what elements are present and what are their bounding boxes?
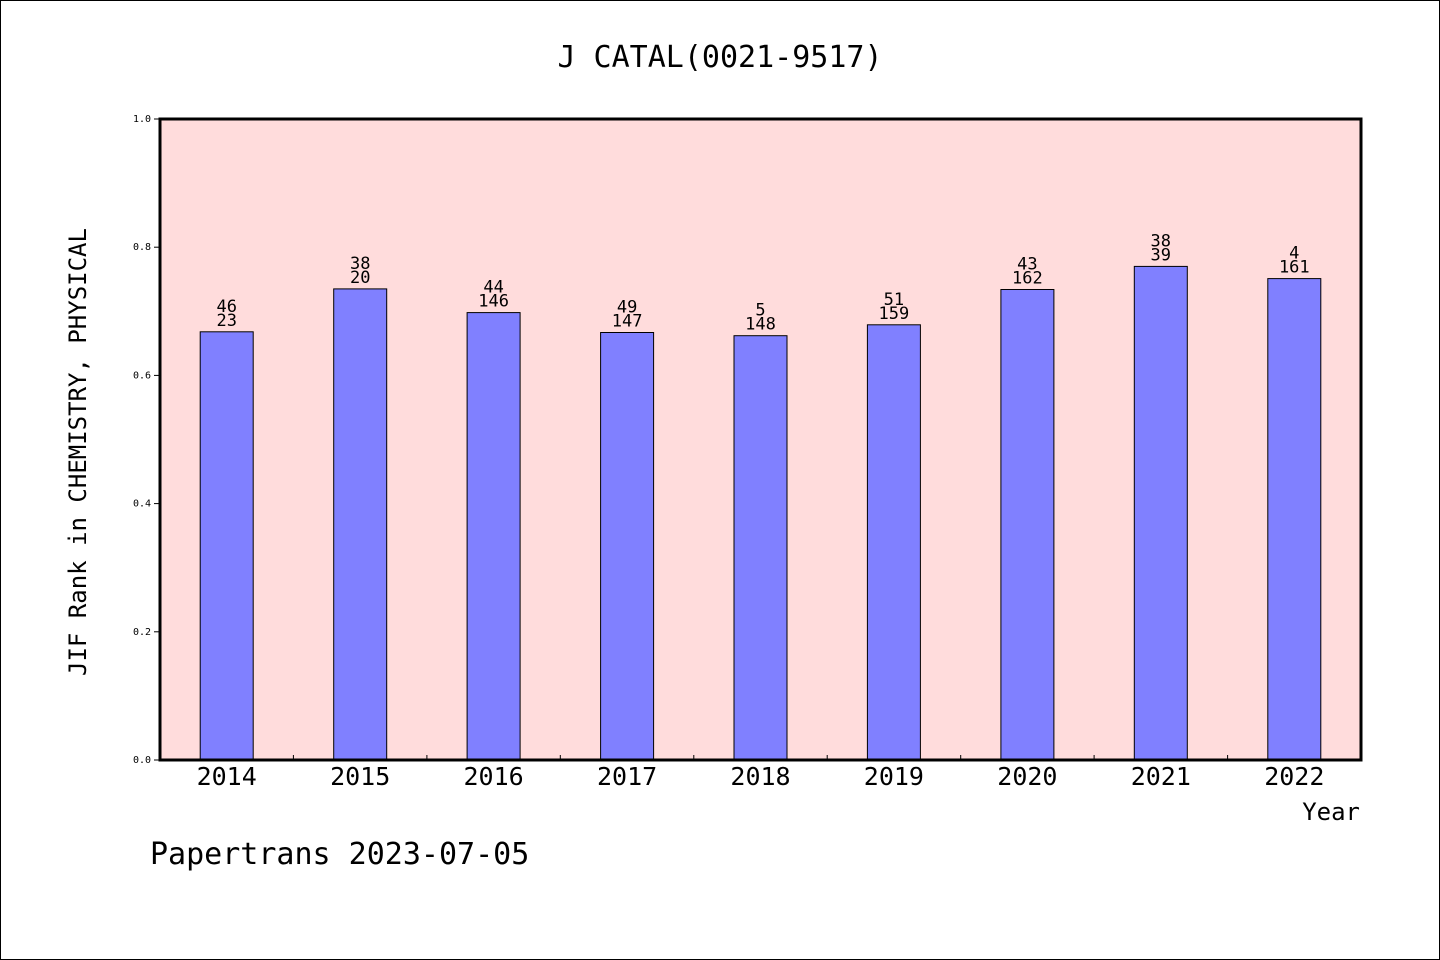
bar-2015 bbox=[333, 288, 388, 761]
bar-label-top-2018: 5 bbox=[755, 301, 765, 321]
y-tick-label: 1.0 bbox=[133, 114, 151, 125]
bar-2017 bbox=[600, 332, 655, 761]
bar-label-bottom-2014: 23 bbox=[216, 311, 236, 331]
y-tick-label: 0.0 bbox=[133, 755, 151, 766]
plot-border bbox=[158, 117, 1363, 762]
bar-label-bottom-2019: 159 bbox=[879, 304, 910, 324]
bar-label-top-2022: 4 bbox=[1289, 244, 1299, 264]
x-tick-label-2022: 2022 bbox=[1264, 762, 1324, 791]
bar-label-top-2019: 51 bbox=[884, 290, 904, 310]
x-tick-label-2017: 2017 bbox=[597, 762, 657, 791]
bars-group bbox=[199, 265, 1322, 761]
bar-label-top-2016: 44 bbox=[483, 278, 503, 298]
bar-2019 bbox=[866, 324, 921, 761]
x-tick-label-2018: 2018 bbox=[730, 762, 790, 791]
y-axis-label: JIF Rank in CHEMISTRY, PHYSICAL bbox=[64, 228, 92, 676]
bar-2016 bbox=[466, 312, 521, 761]
y-tick-label: 0.4 bbox=[133, 499, 151, 510]
y-tick-label: 0.6 bbox=[133, 370, 151, 381]
bar-2020 bbox=[1000, 289, 1055, 761]
bar-label-top-2015: 38 bbox=[350, 254, 370, 274]
bar-2014 bbox=[199, 331, 254, 761]
bar-label-bottom-2021: 39 bbox=[1151, 245, 1171, 265]
bar-label-top-2020: 43 bbox=[1017, 255, 1037, 275]
x-axis-ticks: 2014 2015 2016 2017 2018 2019 2020 2021 2022 bbox=[197, 755, 1324, 791]
bar-2021 bbox=[1133, 265, 1188, 761]
bar-label-top-2021: 38 bbox=[1151, 231, 1171, 251]
chart-title: J CATAL(0021-9517) bbox=[557, 40, 882, 75]
bar-label-bottom-2022: 161 bbox=[1279, 258, 1310, 278]
y-tick-label: 0.8 bbox=[133, 242, 151, 253]
y-axis-ticks: 0.0 0.2 0.4 0.6 0.8 1.0 bbox=[133, 114, 160, 766]
bar-label-bottom-2020: 162 bbox=[1012, 269, 1043, 289]
bar-label-top-2014: 46 bbox=[216, 297, 236, 317]
y-tick-label: 0.2 bbox=[133, 627, 151, 638]
x-axis-label: Year bbox=[1302, 798, 1360, 826]
bar-label-bottom-2015: 20 bbox=[350, 268, 370, 288]
x-tick-label-2021: 2021 bbox=[1131, 762, 1191, 791]
x-tick-label-2014: 2014 bbox=[197, 762, 257, 791]
bar-2018 bbox=[733, 335, 788, 761]
bar-label-bottom-2017: 147 bbox=[612, 312, 643, 332]
bar-label-bottom-2018: 148 bbox=[745, 315, 776, 335]
x-tick-label-2019: 2019 bbox=[864, 762, 924, 791]
bar-label-bottom-2016: 146 bbox=[478, 292, 509, 312]
x-tick-label-2016: 2016 bbox=[463, 762, 523, 791]
x-tick-label-2020: 2020 bbox=[997, 762, 1057, 791]
x-tick-label-2015: 2015 bbox=[330, 762, 390, 791]
footer-credit: Papertrans 2023-07-05 bbox=[150, 837, 529, 872]
bar-2022 bbox=[1267, 278, 1322, 761]
bar-label-top-2017: 49 bbox=[617, 298, 637, 318]
